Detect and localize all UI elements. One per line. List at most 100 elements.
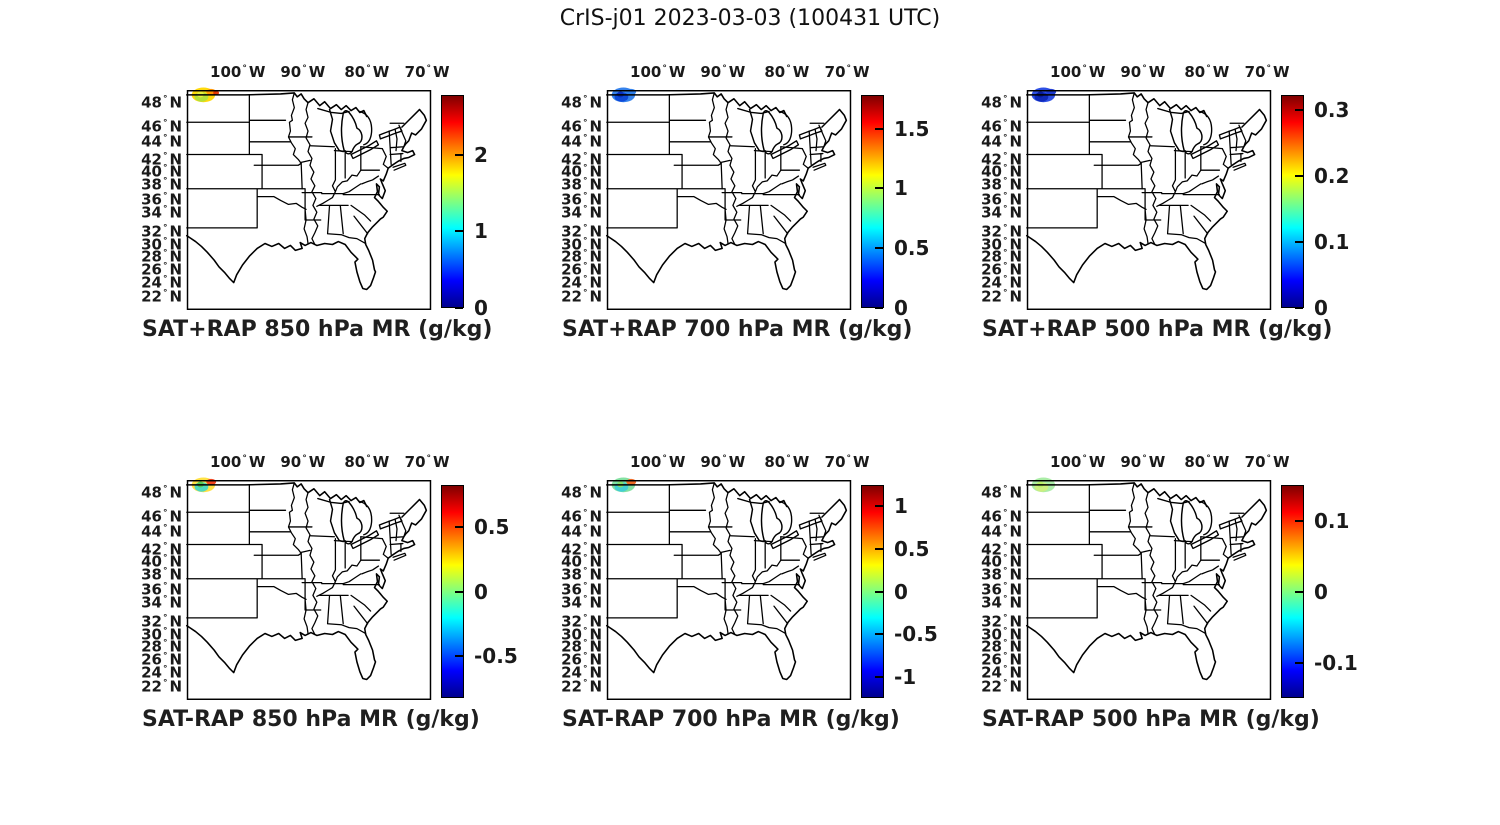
colorbar-tick-label: 0.2 bbox=[1314, 163, 1350, 188]
lon-tick-label: 80° W bbox=[1184, 63, 1230, 81]
lat-tick-label: 22° N bbox=[141, 287, 182, 306]
lat-tick-label: 22° N bbox=[981, 677, 1022, 696]
lon-tick-label: 70° W bbox=[1244, 453, 1290, 471]
lon-tick-label: 80° W bbox=[344, 63, 390, 81]
lat-tick-label: 30° N bbox=[981, 625, 1022, 644]
lat-tick-label: 42° N bbox=[561, 150, 602, 169]
lat-tick-label: 34° N bbox=[561, 593, 602, 612]
colorbar-tick-label: -0.1 bbox=[1314, 650, 1358, 675]
lon-tick-label: 100° W bbox=[630, 453, 686, 471]
map-frame bbox=[606, 480, 852, 700]
colorbar-sat-minus-rap-500 bbox=[1281, 485, 1304, 698]
colorbar-tick-mark bbox=[455, 307, 463, 309]
map-frame bbox=[1026, 90, 1272, 310]
map-sat-plus-rap-850 bbox=[185, 87, 432, 310]
lat-tick-label: 40° N bbox=[141, 162, 182, 181]
colorbar-tick-mark bbox=[875, 187, 883, 190]
lon-tick-label: 80° W bbox=[1184, 453, 1230, 471]
colorbar-tick-label: 0.1 bbox=[1314, 229, 1350, 254]
lon-tick-label: 80° W bbox=[764, 453, 810, 471]
panel-sat-plus-rap-500: 100° W 90° W 80° W 70° W 48° N 46° N 44° N 42° N 40° N 38°… bbox=[980, 55, 1349, 355]
lat-tick-label: 34° N bbox=[141, 203, 182, 222]
lat-tick-label: 48° N bbox=[981, 93, 1022, 112]
lat-tick-label: 48° N bbox=[141, 93, 182, 112]
lat-tick-label: 26° N bbox=[561, 260, 602, 279]
colorbar-tick-mark bbox=[875, 504, 883, 507]
map-sat-minus-rap-850 bbox=[185, 477, 432, 700]
colorbar-tick-label: 0.5 bbox=[894, 536, 930, 561]
lat-tick-label: 48° N bbox=[561, 483, 602, 502]
lat-tick-label: 44° N bbox=[141, 522, 182, 541]
colorbar-tick-mark bbox=[455, 525, 463, 528]
us-state-map bbox=[605, 477, 852, 700]
lat-tick-label: 32° N bbox=[981, 612, 1022, 631]
lon-tick-label: 100° W bbox=[1050, 63, 1106, 81]
lon-tick-label: 90° W bbox=[700, 453, 746, 471]
lat-tick-label: 44° N bbox=[981, 522, 1022, 541]
lat-tick-label: 34° N bbox=[981, 203, 1022, 222]
colorbar-tick-mark bbox=[455, 230, 463, 233]
lat-tick-label: 48° N bbox=[981, 483, 1022, 502]
lat-tick-label: 22° N bbox=[981, 287, 1022, 306]
lon-tick-label: 100° W bbox=[210, 453, 266, 471]
lat-tick-label: 46° N bbox=[141, 117, 182, 136]
lat-tick-label: 26° N bbox=[561, 650, 602, 669]
colorbar-sat-plus-rap-500 bbox=[1281, 95, 1304, 308]
colorbar-tick-mark bbox=[1295, 661, 1303, 664]
lon-tick-label: 80° W bbox=[344, 453, 390, 471]
lon-tick-label: 100° W bbox=[210, 63, 266, 81]
lat-tick-label: 26° N bbox=[981, 260, 1022, 279]
lat-tick-label: 38° N bbox=[981, 175, 1022, 194]
panel-sat-minus-rap-700: 100° W 90° W 80° W 70° W 48° N 46° N 44° N 42° N 40° N 38°… bbox=[560, 445, 938, 745]
lon-tick-label: 90° W bbox=[280, 63, 326, 81]
colorbar-tick-mark bbox=[875, 307, 883, 309]
lon-tick-label: 70° W bbox=[404, 63, 450, 81]
panel-sat-minus-rap-850: 100° W 90° W 80° W 70° W 48° N 46° N 44° N 42° N 40° N 38°… bbox=[140, 445, 518, 745]
lat-tick-label: 40° N bbox=[561, 552, 602, 571]
lon-tick-label: 70° W bbox=[1244, 63, 1290, 81]
lat-tick-label: 34° N bbox=[561, 203, 602, 222]
lat-tick-label: 44° N bbox=[561, 132, 602, 151]
lon-tick-label: 70° W bbox=[824, 63, 870, 81]
panel-title: SAT+RAP 700 hPa MR (g/kg) bbox=[562, 317, 913, 342]
lat-tick-label: 46° N bbox=[981, 507, 1022, 526]
colorbar-tick-label: 0.5 bbox=[894, 236, 930, 261]
lon-tick-label: 70° W bbox=[404, 453, 450, 471]
lat-tick-label: 46° N bbox=[141, 507, 182, 526]
colorbar-tick-mark bbox=[455, 590, 463, 593]
colorbar-tick-label: 0 bbox=[894, 296, 908, 320]
lat-tick-label: 28° N bbox=[981, 637, 1022, 656]
lat-tick-label: 38° N bbox=[561, 565, 602, 584]
colorbar-tick-mark bbox=[1295, 307, 1303, 309]
colorbar-tick-mark bbox=[875, 590, 883, 593]
lat-tick-label: 28° N bbox=[981, 247, 1022, 266]
colorbar-sat-minus-rap-850 bbox=[441, 485, 464, 698]
lat-tick-label: 36° N bbox=[561, 580, 602, 599]
lat-tick-label: 30° N bbox=[141, 625, 182, 644]
colorbar-sat-plus-rap-850 bbox=[441, 95, 464, 308]
colorbar-tick-mark bbox=[1295, 519, 1303, 522]
lon-tick-label: 90° W bbox=[700, 63, 746, 81]
lon-tick-label: 100° W bbox=[1050, 453, 1106, 471]
colorbar-tick-label: 0 bbox=[474, 296, 488, 320]
lat-tick-label: 24° N bbox=[141, 273, 182, 292]
map-frame bbox=[1026, 480, 1272, 700]
lat-tick-label: 38° N bbox=[561, 175, 602, 194]
map-frame bbox=[186, 90, 432, 310]
colorbar-tick-mark bbox=[875, 247, 883, 250]
lat-tick-label: 46° N bbox=[981, 117, 1022, 136]
colorbar-tick-label: 0 bbox=[1314, 296, 1328, 320]
lat-tick-label: 42° N bbox=[141, 150, 182, 169]
colorbar-tick-label: -0.5 bbox=[894, 622, 938, 647]
lat-tick-label: 32° N bbox=[141, 612, 182, 631]
lat-tick-label: 22° N bbox=[561, 287, 602, 306]
lat-tick-label: 46° N bbox=[561, 117, 602, 136]
lon-tick-label: 70° W bbox=[824, 453, 870, 471]
lon-tick-label: 100° W bbox=[630, 63, 686, 81]
lon-tick-label: 90° W bbox=[280, 453, 326, 471]
lat-tick-label: 22° N bbox=[561, 677, 602, 696]
lat-tick-label: 36° N bbox=[981, 580, 1022, 599]
lat-tick-label: 30° N bbox=[141, 235, 182, 254]
lat-tick-label: 48° N bbox=[561, 93, 602, 112]
us-state-map bbox=[185, 87, 432, 310]
